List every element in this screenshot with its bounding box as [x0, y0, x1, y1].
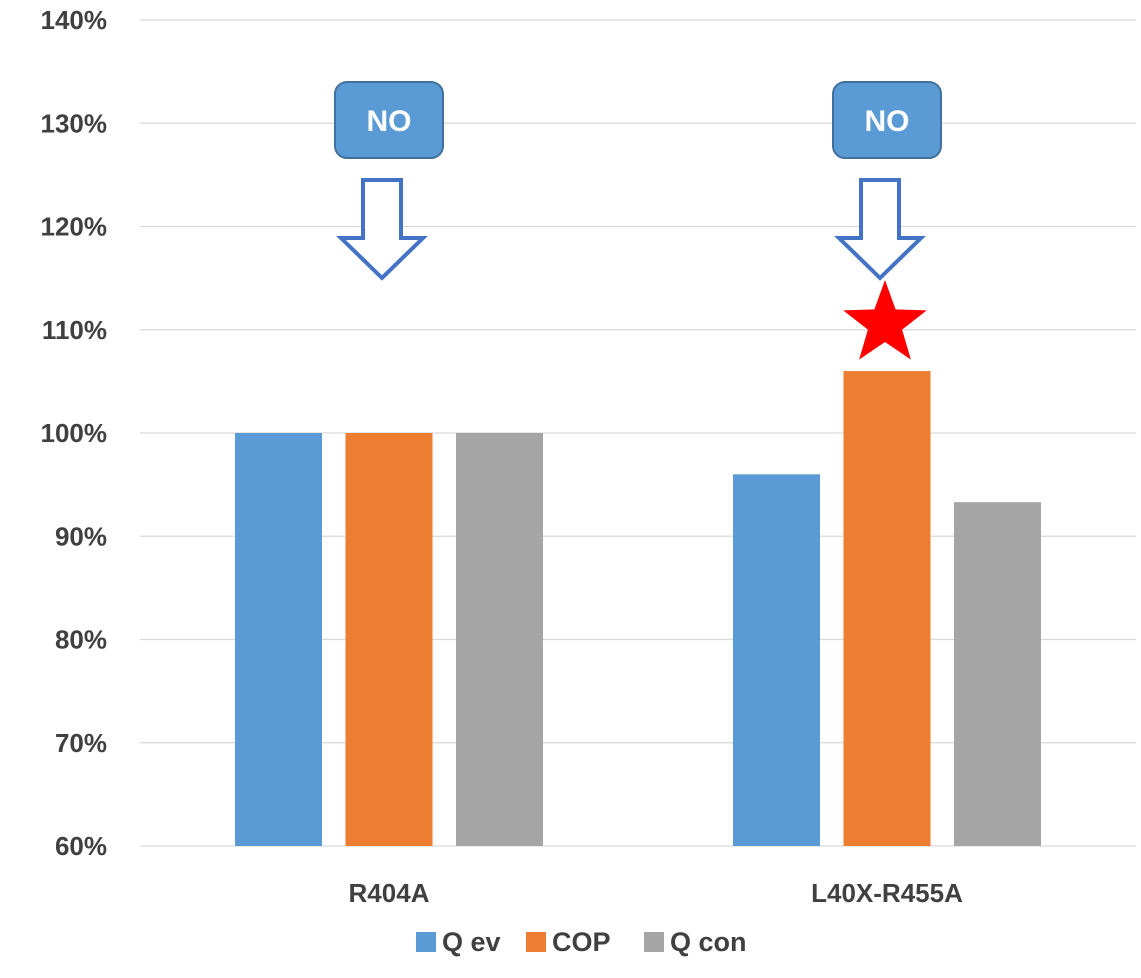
y-tick-label: 110% [42, 315, 107, 345]
y-tick-label: 60% [55, 831, 107, 861]
bar-q-con-r404a [456, 433, 543, 846]
red-star-icon [843, 280, 927, 360]
x-category-label: L40X-R455A [811, 878, 963, 908]
y-tick-label: 130% [41, 108, 108, 138]
callout-label: NO [367, 105, 412, 138]
bar-q-con-l40x-r455a [954, 502, 1041, 846]
bar-q-ev-r404a [235, 433, 322, 846]
legend-item: COP [526, 927, 611, 957]
legend: Q ev COP Q con [416, 927, 747, 957]
bars [235, 371, 1041, 846]
y-axis-ticks: 60% 70% 80% 90% 100% 110% 120% 130% 140% [41, 5, 108, 861]
annotation-callout: NO [832, 81, 942, 360]
down-arrow-icon [834, 178, 926, 281]
legend-label: Q con [670, 927, 747, 957]
callout-box [832, 81, 942, 159]
y-tick-label: 70% [55, 728, 107, 758]
bar-cop-r404a [345, 433, 433, 846]
bar-cop-l40x-r455a [843, 371, 931, 846]
y-tick-label: 120% [41, 212, 108, 242]
legend-swatch [416, 932, 436, 952]
legend-item: Q ev [416, 927, 501, 957]
legend-swatch [526, 932, 546, 952]
legend-label: Q ev [442, 927, 501, 957]
x-category-label: R404A [349, 878, 430, 908]
callout-box [334, 81, 444, 159]
legend-item: Q con [644, 927, 747, 957]
annotations: NO NO [334, 81, 942, 360]
legend-swatch [644, 932, 664, 952]
y-tick-label: 140% [41, 5, 108, 35]
y-tick-label: 90% [55, 521, 107, 551]
callout-label: NO [865, 105, 910, 138]
y-tick-label: 100% [41, 418, 108, 448]
y-tick-label: 80% [55, 625, 107, 655]
bar-q-ev-l40x-r455a [733, 474, 820, 846]
legend-label: COP [552, 927, 611, 957]
down-arrow-icon [336, 178, 428, 281]
annotation-callout: NO [334, 81, 444, 281]
x-axis-categories: R404A L40X-R455A [349, 878, 964, 908]
